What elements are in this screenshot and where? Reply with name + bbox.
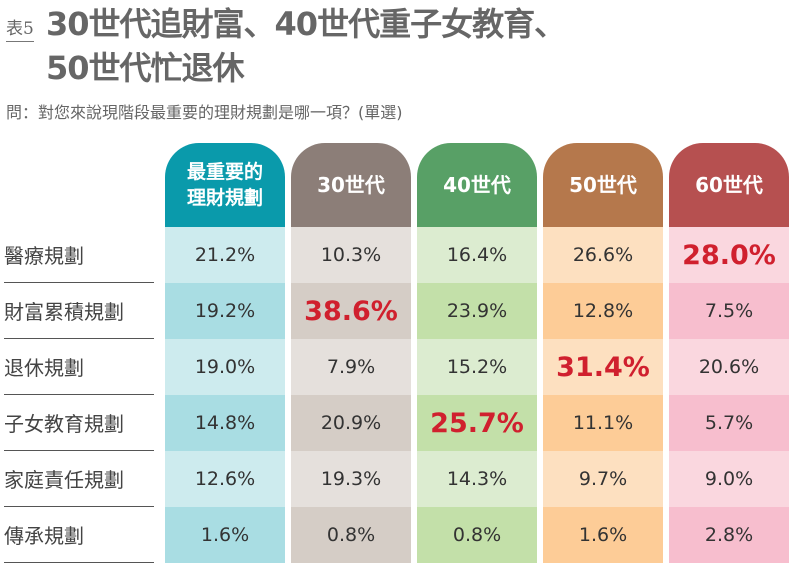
value-cell: 19.2% xyxy=(165,283,285,339)
survey-question: 問：對您來說現階段最重要的理財規劃是哪一項？(單選) xyxy=(6,103,403,122)
column-header: 50世代 xyxy=(543,143,663,227)
value-cell: 5.7% xyxy=(669,395,789,451)
value-cell: 2.8% xyxy=(669,507,789,563)
column-header: 30世代 xyxy=(291,143,411,227)
row-label: 醫療規劃 xyxy=(4,227,154,283)
column-header: 60世代 xyxy=(669,143,789,227)
value-cell: 12.6% xyxy=(165,451,285,507)
value-cell: 0.8% xyxy=(417,507,537,563)
title-line-2: 50世代忙退休 xyxy=(46,49,245,87)
page-title: 30世代追財富、40世代重子女教育、 50世代忙退休 xyxy=(46,2,566,90)
value-cell: 26.6% xyxy=(543,227,663,283)
highlighted-value-cell: 25.7% xyxy=(417,395,537,451)
title-line-1: 30世代追財富、40世代重子女教育、 xyxy=(46,5,566,43)
value-cell: 11.1% xyxy=(543,395,663,451)
value-cell: 20.9% xyxy=(291,395,411,451)
table-number: 表5 xyxy=(6,14,34,42)
column-header: 最重要的 理財規劃 xyxy=(165,143,285,227)
value-cell: 9.7% xyxy=(543,451,663,507)
value-cell: 15.2% xyxy=(417,339,537,395)
highlighted-value-cell: 31.4% xyxy=(543,339,663,395)
row-label: 傳承規劃 xyxy=(4,507,154,563)
value-cell: 23.9% xyxy=(417,283,537,339)
value-cell: 7.5% xyxy=(669,283,789,339)
value-cell: 14.3% xyxy=(417,451,537,507)
value-cell: 14.8% xyxy=(165,395,285,451)
value-cell: 21.2% xyxy=(165,227,285,283)
highlighted-value-cell: 38.6% xyxy=(291,283,411,339)
row-label: 財富累積規劃 xyxy=(4,283,154,339)
value-cell: 19.0% xyxy=(165,339,285,395)
row-label: 退休規劃 xyxy=(4,339,154,395)
column-1: 最重要的 理財規劃 21.2% 19.2% 19.0% 14.8% 12.6% 1.6% xyxy=(165,143,285,563)
value-cell: 20.6% xyxy=(669,339,789,395)
value-cell: 10.3% xyxy=(291,227,411,283)
value-cell: 7.9% xyxy=(291,339,411,395)
column-5: 60世代 28.0% 7.5% 20.6% 5.7% 9.0% 2.8% xyxy=(669,143,789,563)
column-2: 30世代 10.3% 38.6% 7.9% 20.9% 19.3% 0.8% xyxy=(291,143,411,563)
value-cell: 0.8% xyxy=(291,507,411,563)
value-cell: 1.6% xyxy=(543,507,663,563)
value-cell: 16.4% xyxy=(417,227,537,283)
value-cell: 12.8% xyxy=(543,283,663,339)
value-cell: 19.3% xyxy=(291,451,411,507)
value-cell: 9.0% xyxy=(669,451,789,507)
column-header: 40世代 xyxy=(417,143,537,227)
row-label: 子女教育規劃 xyxy=(4,395,154,451)
row-label: 家庭責任規劃 xyxy=(4,451,154,507)
column-3: 40世代 16.4% 23.9% 15.2% 25.7% 14.3% 0.8% xyxy=(417,143,537,563)
highlighted-value-cell: 28.0% xyxy=(669,227,789,283)
column-4: 50世代 26.6% 12.8% 31.4% 11.1% 9.7% 1.6% xyxy=(543,143,663,563)
value-cell: 1.6% xyxy=(165,507,285,563)
